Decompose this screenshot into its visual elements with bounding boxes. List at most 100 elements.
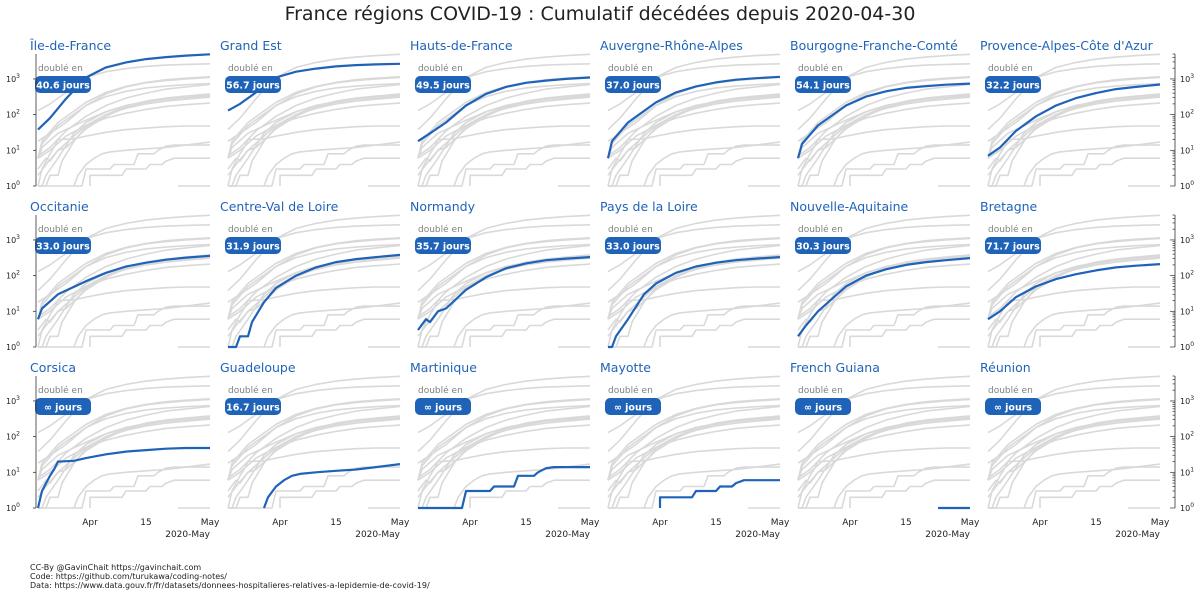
doubling-badge bbox=[985, 398, 1041, 415]
series-line bbox=[227, 62, 401, 112]
background-series-line bbox=[418, 417, 591, 509]
background-series-line bbox=[988, 256, 1161, 348]
doubling-badge bbox=[35, 76, 91, 93]
panel: Bourgogne-Franche-Comté doublé en 54.1 jou… bbox=[790, 38, 971, 187]
background-series-line bbox=[797, 375, 971, 453]
background-series-line bbox=[227, 96, 401, 176]
background-series-line bbox=[987, 447, 1160, 509]
x-tick-label: May bbox=[961, 518, 980, 528]
y-tick-label-right: 101 bbox=[1180, 144, 1194, 155]
panel: Occitanie doublé en 33.0 jours 100 101 102 103 bbox=[6, 199, 211, 352]
doubling-value: 16.7 jours bbox=[226, 403, 280, 414]
background-series-line bbox=[228, 466, 400, 509]
background-series-line bbox=[227, 102, 401, 159]
series-line bbox=[418, 466, 590, 510]
background-series-line bbox=[73, 302, 211, 348]
background-series-line bbox=[227, 398, 401, 481]
background-series-line bbox=[227, 263, 401, 320]
x-tick-label: May bbox=[391, 518, 410, 528]
background-series-line bbox=[849, 479, 970, 508]
background-series-line bbox=[89, 318, 210, 347]
background-series-line bbox=[227, 418, 401, 498]
background-series-line bbox=[607, 82, 781, 159]
series-line bbox=[417, 76, 591, 143]
background-series-line bbox=[798, 93, 971, 187]
background-series-line bbox=[417, 96, 591, 176]
background-series-line bbox=[37, 418, 211, 498]
background-series-line bbox=[227, 447, 400, 509]
doubled-label: doublé en bbox=[798, 224, 843, 235]
panel: Auvergne-Rhône-Alpes doublé en 37.0 jours bbox=[600, 38, 781, 187]
panel: Île-de-France doublé en 40.6 jours 100 101 10… bbox=[6, 38, 211, 191]
background-series-line bbox=[227, 286, 400, 348]
footer-credit: CC-By @GavinChait https://gavinchait.com bbox=[30, 563, 202, 572]
background-series-line bbox=[607, 125, 780, 187]
panel: Grand Est doublé en 56.7 jours bbox=[220, 38, 401, 187]
doubled-label: doublé en bbox=[228, 385, 273, 396]
x-sublabel: 2020-May bbox=[1115, 530, 1160, 540]
background-series-line bbox=[417, 237, 591, 320]
background-series-line bbox=[659, 318, 780, 347]
background-series-line bbox=[37, 243, 211, 320]
background-series-line bbox=[37, 214, 211, 292]
panel: Hauts-de-France doublé en 49.5 jours bbox=[410, 38, 591, 187]
background-series-line bbox=[798, 254, 971, 348]
panel: Centre-Val de Loire doublé en 31.9 jours bbox=[220, 199, 401, 349]
doubled-label: doublé en bbox=[38, 224, 83, 235]
background-series-line bbox=[797, 418, 971, 498]
doubling-badge bbox=[605, 398, 661, 415]
doubled-label: doublé en bbox=[798, 63, 843, 74]
doubling-value: ∞ jours bbox=[994, 403, 1032, 414]
background-series-line bbox=[988, 305, 1160, 348]
panel-title: French Guiana bbox=[790, 360, 880, 375]
doubled-label: doublé en bbox=[418, 63, 463, 74]
background-series-line bbox=[263, 302, 401, 348]
doubling-badge bbox=[225, 76, 281, 93]
background-series-line bbox=[797, 76, 971, 159]
y-tick-label-right: 103 bbox=[1180, 395, 1194, 406]
x-tick-label: Apr bbox=[842, 518, 858, 528]
background-series-line bbox=[608, 305, 780, 348]
background-series-line bbox=[417, 263, 591, 320]
x-tick-label: May bbox=[581, 518, 600, 528]
background-series-line bbox=[987, 398, 1161, 481]
y-tick-label-right: 101 bbox=[1180, 466, 1194, 477]
background-series-line bbox=[228, 95, 401, 187]
background-series-line bbox=[797, 404, 971, 481]
background-series-line bbox=[1039, 318, 1160, 347]
background-series-line bbox=[469, 318, 590, 347]
panel-title: Provence-Alpes-Côte d'Azur bbox=[980, 38, 1154, 53]
background-series-line bbox=[797, 398, 971, 481]
footer-data: Data: https://www.data.gouv.fr/fr/datase… bbox=[30, 581, 430, 590]
background-series-line bbox=[987, 243, 1161, 320]
background-series-line bbox=[608, 466, 780, 509]
background-series-line bbox=[797, 286, 970, 348]
background-series-line bbox=[987, 404, 1161, 481]
doubling-value: 37.0 jours bbox=[606, 81, 660, 92]
background-series-line bbox=[227, 257, 401, 337]
background-series-line bbox=[987, 53, 1161, 131]
doubling-badge bbox=[35, 398, 91, 415]
series-line bbox=[987, 263, 1161, 321]
background-series-line bbox=[38, 93, 211, 187]
x-sublabel: 2020-May bbox=[545, 530, 590, 540]
y-tick-label-right: 103 bbox=[1180, 234, 1194, 245]
background-series-line bbox=[263, 141, 401, 187]
background-series-line bbox=[1039, 157, 1160, 186]
doubling-value: ∞ jours bbox=[44, 403, 82, 414]
background-series-line bbox=[417, 404, 591, 481]
background-series-line bbox=[797, 63, 971, 112]
background-series-line bbox=[418, 95, 591, 187]
doubling-badge bbox=[795, 237, 851, 254]
background-series-line bbox=[1023, 141, 1161, 187]
background-series-line bbox=[798, 417, 971, 509]
doubling-value: 56.7 jours bbox=[226, 81, 280, 92]
panel: Martinique doublé en ∞ jours Apr 15 May 2020-M… bbox=[410, 360, 600, 540]
background-series-line bbox=[228, 93, 401, 187]
background-series-line bbox=[228, 417, 401, 509]
background-series-line bbox=[418, 93, 591, 187]
background-series-line bbox=[607, 404, 781, 481]
y-tick-label-right: 102 bbox=[1180, 431, 1194, 442]
doubling-badge bbox=[605, 237, 661, 254]
background-series-line bbox=[607, 224, 781, 273]
